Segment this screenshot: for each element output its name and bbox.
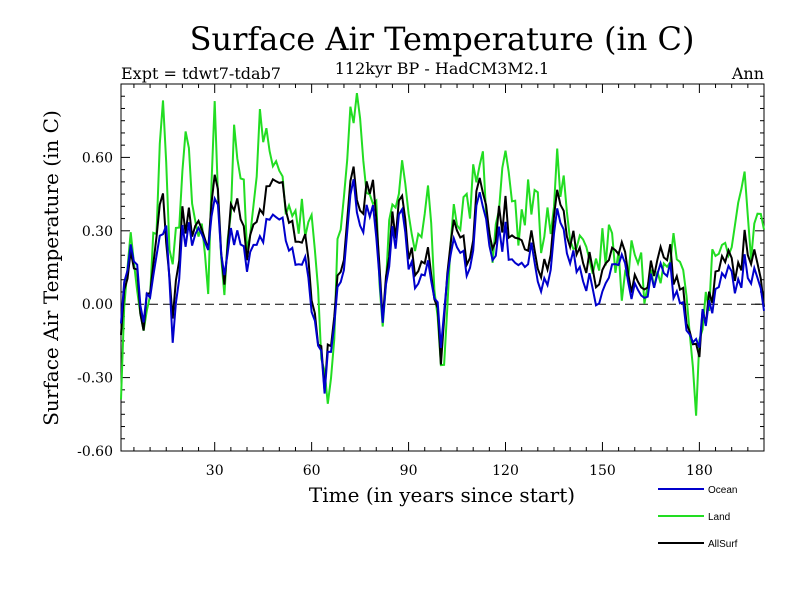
y-tick-label: 0.00: [82, 297, 113, 313]
x-tick-label: 60: [303, 463, 321, 479]
y-tick-label: -0.60: [77, 444, 113, 460]
legend: Ocean Land AllSurf: [658, 485, 738, 550]
series-line-ocean: [120, 178, 765, 394]
experiment-label: Expt = tdwt7-tdab7: [121, 64, 281, 83]
period-label: Ann: [731, 64, 764, 83]
legend-label-ocean: Ocean: [708, 485, 737, 496]
series-line-allsurf: [120, 166, 765, 391]
legend-label-land: Land: [708, 512, 730, 523]
chart-subtitle: 112kyr BP - HadCM3M2.1: [335, 59, 549, 78]
x-tick-label: 180: [686, 463, 713, 479]
x-tick-label: 90: [400, 463, 418, 479]
y-axis-label: Surface Air Temperature (in C): [39, 110, 63, 426]
y-tick-label: -0.30: [77, 371, 113, 387]
x-tick-label: 150: [589, 463, 616, 479]
y-tick-label: 0.30: [82, 224, 113, 240]
x-tick-label: 120: [492, 463, 519, 479]
y-tick-label: 0.60: [82, 150, 113, 166]
legend-label-allsurf: AllSurf: [708, 539, 738, 550]
axis-ticks: 30 60 90 120 150 180 -0.60 -0.30 0.00 0.30 0.60: [77, 83, 765, 479]
x-axis-label: Time (in years since start): [309, 483, 575, 507]
x-tick-label: 30: [206, 463, 224, 479]
chart-title: Surface Air Temperature (in C): [190, 20, 695, 58]
